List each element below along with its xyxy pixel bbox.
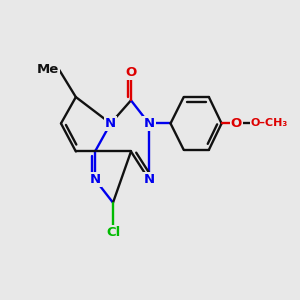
Text: O: O: [231, 117, 242, 130]
Text: N: N: [143, 173, 155, 186]
Text: N: N: [143, 117, 155, 130]
Text: O: O: [125, 66, 136, 79]
Text: Me: Me: [37, 63, 59, 76]
Text: N: N: [89, 173, 100, 186]
Text: O–CH₃: O–CH₃: [251, 118, 288, 128]
Text: N: N: [105, 117, 116, 130]
Text: Cl: Cl: [106, 226, 120, 239]
